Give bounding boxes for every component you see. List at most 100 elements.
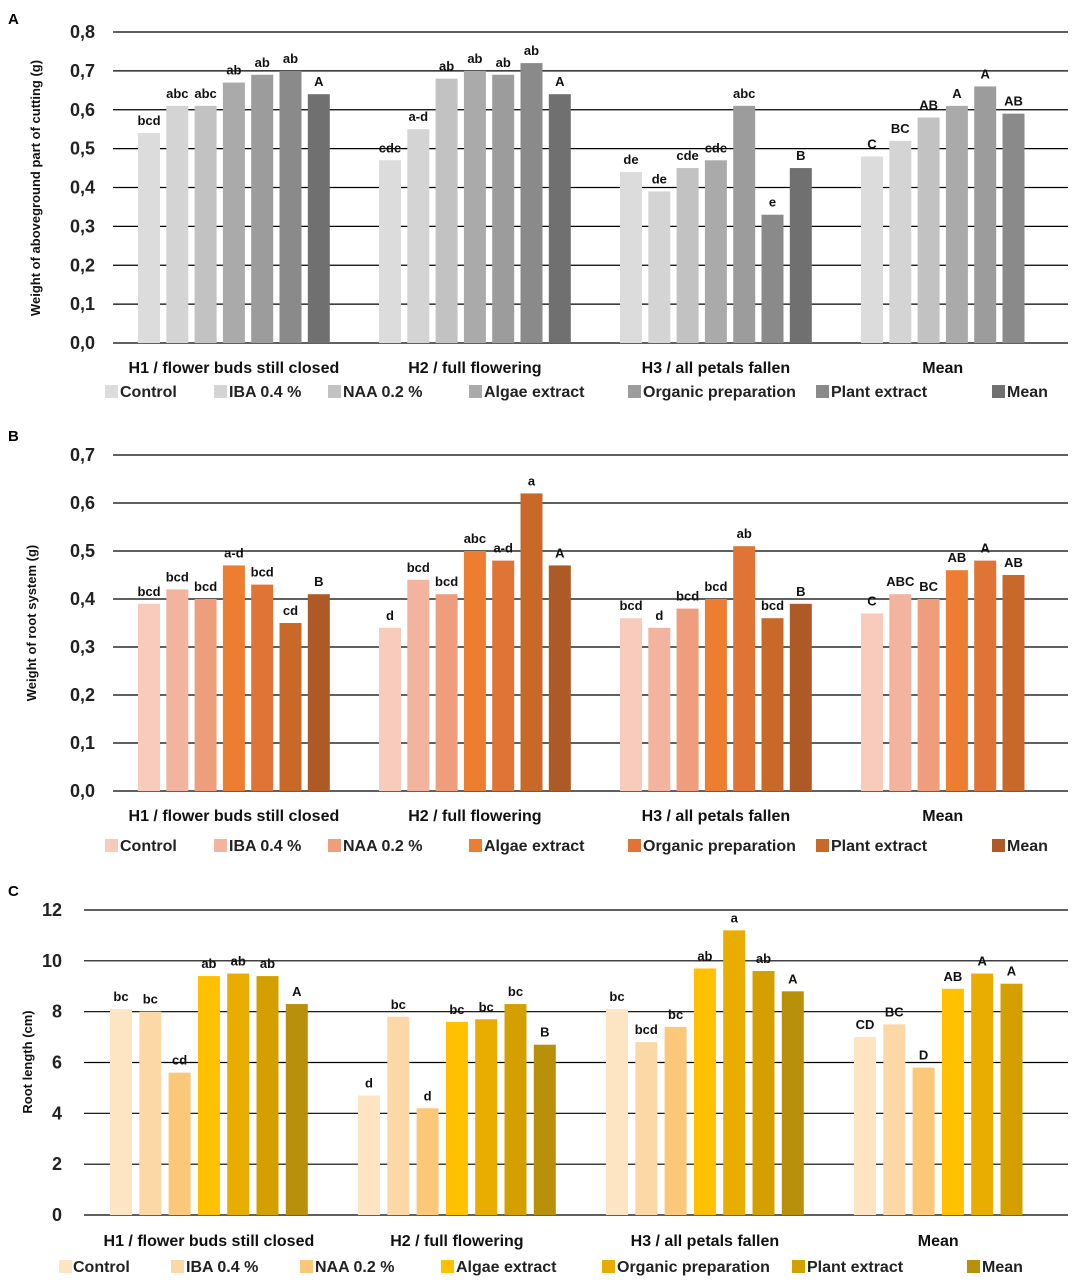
bar (379, 160, 401, 343)
legend-swatch (214, 839, 227, 852)
bar-data-label: A (314, 74, 324, 89)
bar (307, 94, 330, 343)
bar (620, 618, 642, 791)
bar (648, 191, 671, 343)
bar-data-label: A (952, 86, 962, 101)
legend-swatch (59, 1260, 72, 1273)
x-category-label: H3 / all petals fallen (642, 808, 791, 825)
bar-data-label: d (386, 608, 394, 623)
bar (307, 594, 330, 791)
legend-swatch (328, 839, 341, 852)
y-tick-label: 0,0 (70, 781, 95, 801)
bar-data-label: ABC (886, 574, 915, 589)
legend-label: Mean (982, 1259, 1023, 1276)
bar (110, 1009, 132, 1215)
bar-data-label: A (981, 66, 991, 81)
bar (166, 105, 189, 343)
bar (664, 1026, 687, 1215)
bar (789, 168, 812, 343)
y-tick-label: 10 (42, 951, 62, 971)
x-category-label: H1 / flower buds still closed (129, 808, 340, 825)
legend-swatch (967, 1260, 980, 1273)
y-tick-label: 2 (52, 1154, 62, 1174)
bar-data-label: bcd (407, 560, 430, 575)
bar (861, 156, 883, 343)
legend-label: Control (120, 838, 177, 855)
bar-data-label: BC (885, 1004, 904, 1019)
bar (889, 140, 912, 343)
y-tick-label: 0,2 (70, 255, 95, 275)
bar (435, 594, 458, 791)
legend-label: Control (120, 384, 177, 401)
bar (1002, 113, 1025, 343)
bar-data-label: bcd (137, 584, 160, 599)
bar (387, 1016, 410, 1215)
bar-data-label: a-d (224, 545, 244, 560)
bar (548, 94, 571, 343)
bar (889, 594, 912, 791)
bar-data-label: bc (479, 999, 494, 1014)
bar (620, 171, 642, 343)
bar-data-label: cde (379, 140, 401, 155)
bar (435, 78, 458, 344)
bar (704, 160, 727, 343)
bar (941, 988, 964, 1215)
bar-data-label: ab (756, 951, 771, 966)
x-category-label: H2 / full flowering (390, 1233, 523, 1250)
bar (139, 1011, 162, 1215)
bar (504, 1004, 527, 1215)
bar (358, 1095, 380, 1215)
y-tick-label: 4 (52, 1103, 62, 1123)
y-tick-label: 6 (52, 1053, 62, 1073)
bar-data-label: ab (260, 956, 275, 971)
bar (138, 133, 160, 343)
bar-data-label: AB (1004, 555, 1023, 570)
legend-swatch (628, 839, 641, 852)
bar-data-label: AB (944, 969, 963, 984)
bar-data-label: ab (226, 63, 241, 78)
legend-label: Algae extract (456, 1259, 557, 1276)
legend-label: Plant extract (831, 838, 928, 855)
bar-data-label: bcd (137, 113, 160, 128)
bar-data-label: C (867, 136, 877, 151)
bar (723, 930, 746, 1215)
bar-data-label: ab (231, 954, 246, 969)
y-tick-label: 0,3 (70, 637, 95, 657)
bar-data-label: bcd (676, 589, 699, 604)
bar-data-label: cde (705, 140, 727, 155)
y-tick-label: 0,6 (70, 493, 95, 513)
bar-data-label: bc (609, 989, 624, 1004)
y-tick-label: 0,7 (70, 61, 95, 81)
bar (533, 1044, 556, 1215)
bar (492, 74, 515, 343)
bar (475, 1019, 498, 1215)
x-category-label: H2 / full flowering (408, 360, 541, 377)
bar (1002, 575, 1025, 791)
x-category-label: Mean (922, 360, 963, 377)
y-tick-label: 0,2 (70, 685, 95, 705)
y-tick-label: 0,5 (70, 541, 95, 561)
legend-swatch (469, 839, 482, 852)
legend-label: Organic preparation (643, 838, 796, 855)
y-tick-label: 0,3 (70, 216, 95, 236)
bar-data-label: bc (668, 1007, 683, 1022)
x-category-label: Mean (922, 808, 963, 825)
bar-data-label: de (623, 152, 638, 167)
legend-label: Organic preparation (643, 384, 796, 401)
x-category-label: H3 / all petals fallen (642, 360, 791, 377)
legend-swatch (792, 1260, 805, 1273)
y-tick-label: 0,4 (70, 589, 95, 609)
bar-data-label: bc (449, 1002, 464, 1017)
bar-data-label: bc (391, 997, 406, 1012)
bar-data-label: bc (113, 989, 128, 1004)
bar (883, 1024, 906, 1215)
y-axis-label: Root length (cm) (20, 1010, 35, 1113)
bar (279, 623, 302, 791)
panel-label: B (8, 428, 19, 445)
bar (548, 565, 571, 791)
bar-data-label: A (981, 541, 991, 556)
bar-data-label: A (292, 984, 302, 999)
bar-data-label: AB (948, 550, 967, 565)
y-tick-label: 0,1 (70, 733, 95, 753)
bar-data-label: a (731, 910, 739, 925)
